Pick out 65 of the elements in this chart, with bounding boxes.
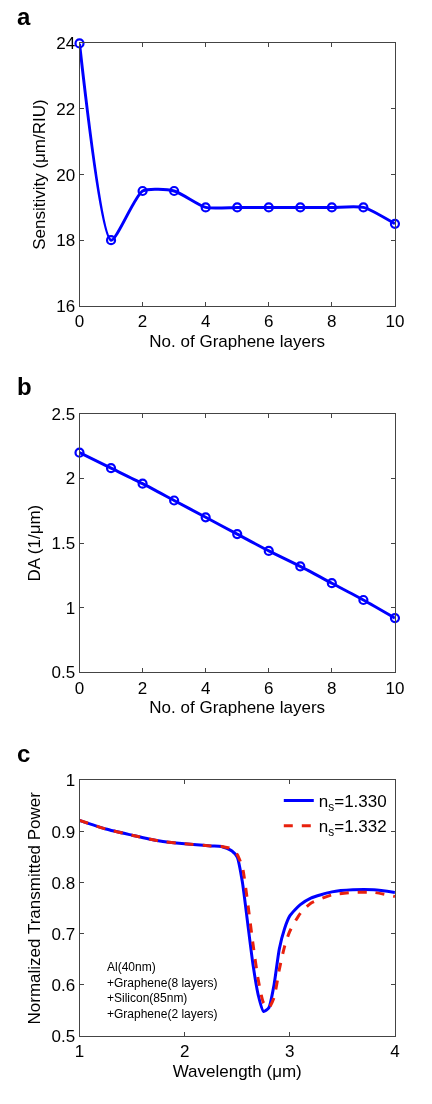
y-tick-label: 0.6 <box>51 975 76 995</box>
x-tick-label: 10 <box>385 678 405 698</box>
point <box>232 202 243 213</box>
annotation: Al(40nm) +Graphene(8 layers) +Silicon(85nm) +Graphene(2 layers) <box>107 960 218 1021</box>
point <box>389 613 401 624</box>
point <box>169 185 180 197</box>
y-tick-label: 2.5 <box>51 404 76 424</box>
point <box>358 202 369 213</box>
y-tick-label: 0.9 <box>51 822 76 842</box>
x-tick-label: 6 <box>264 678 274 698</box>
legend-label: n$_{s}$=1.330 <box>318 792 387 814</box>
x-tick-label: 2 <box>137 312 148 332</box>
point <box>263 545 274 556</box>
x-tick-label: 8 <box>327 678 337 698</box>
x-tick-label: 8 <box>327 312 337 332</box>
point <box>358 594 369 606</box>
point <box>263 202 274 213</box>
point <box>137 185 148 197</box>
y-tick-label: 1 <box>65 598 76 618</box>
x-tick-label: 0 <box>74 312 85 332</box>
point <box>105 235 117 246</box>
x-tick-label: 2 <box>137 678 148 698</box>
y-axis-title: Normalized Transmitted Power <box>25 791 45 1025</box>
y-tick-label: 1.5 <box>51 534 76 554</box>
x-tick-label: 4 <box>200 312 211 332</box>
x-tick-label: 3 <box>285 1042 295 1062</box>
y-tick-label: 0.7 <box>51 924 76 944</box>
x-tick-label: 0 <box>74 678 85 698</box>
y-tick-label: 0.8 <box>51 873 76 893</box>
y-axis-title: Sensitivity (μm/RIU) <box>29 99 49 250</box>
x-axis-title: Wavelength (μm) <box>172 1061 302 1081</box>
point <box>389 218 401 229</box>
point <box>200 202 211 213</box>
y-tick-label: 1 <box>65 771 76 791</box>
point <box>295 202 306 213</box>
x-tick-label: 4 <box>200 678 211 698</box>
y-tick-label: 2 <box>65 469 76 489</box>
x-axis-title: No. of Graphene layers <box>149 698 326 718</box>
point <box>137 478 148 489</box>
point <box>295 561 306 572</box>
y-tick-label: 18 <box>56 231 76 251</box>
y-tick-label: 0.5 <box>51 663 76 683</box>
x-axis-title: No. of Graphene layers <box>149 331 326 351</box>
x-tick-label: 2 <box>179 1042 190 1062</box>
y-tick-label: 22 <box>56 99 76 119</box>
y-tick-label: 20 <box>56 165 76 185</box>
y-axis-title: DA (1/μm) <box>25 504 45 582</box>
point <box>326 578 337 589</box>
point <box>232 529 243 540</box>
chart-title: b <box>17 373 32 400</box>
point <box>74 38 85 49</box>
y-tick-label: 0.5 <box>51 1026 76 1046</box>
y-tick-label: 24 <box>56 34 76 54</box>
y-tick-label: 16 <box>56 296 76 316</box>
x-tick-label: 6 <box>264 312 274 332</box>
x-tick-label: 4 <box>390 1042 400 1062</box>
x-tick-label: 10 <box>385 312 405 332</box>
legend-label: n$_{s}$=1.332 <box>318 817 387 839</box>
point <box>200 512 211 523</box>
point <box>74 447 85 458</box>
chart-title: c <box>17 740 31 767</box>
point <box>105 463 117 474</box>
point <box>169 495 180 506</box>
chart-title: a <box>17 3 31 30</box>
point <box>326 202 337 213</box>
